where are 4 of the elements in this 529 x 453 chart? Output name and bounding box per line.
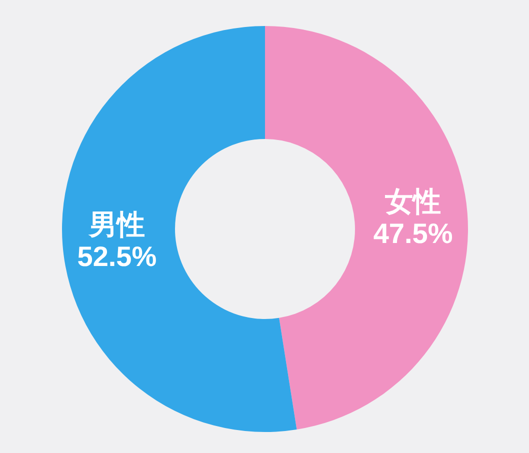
data-label: 47.5% xyxy=(373,218,453,249)
slice-label: 女性 xyxy=(384,186,442,217)
slice-label: 男性 xyxy=(88,209,145,240)
data-label: 52.5% xyxy=(77,241,157,272)
